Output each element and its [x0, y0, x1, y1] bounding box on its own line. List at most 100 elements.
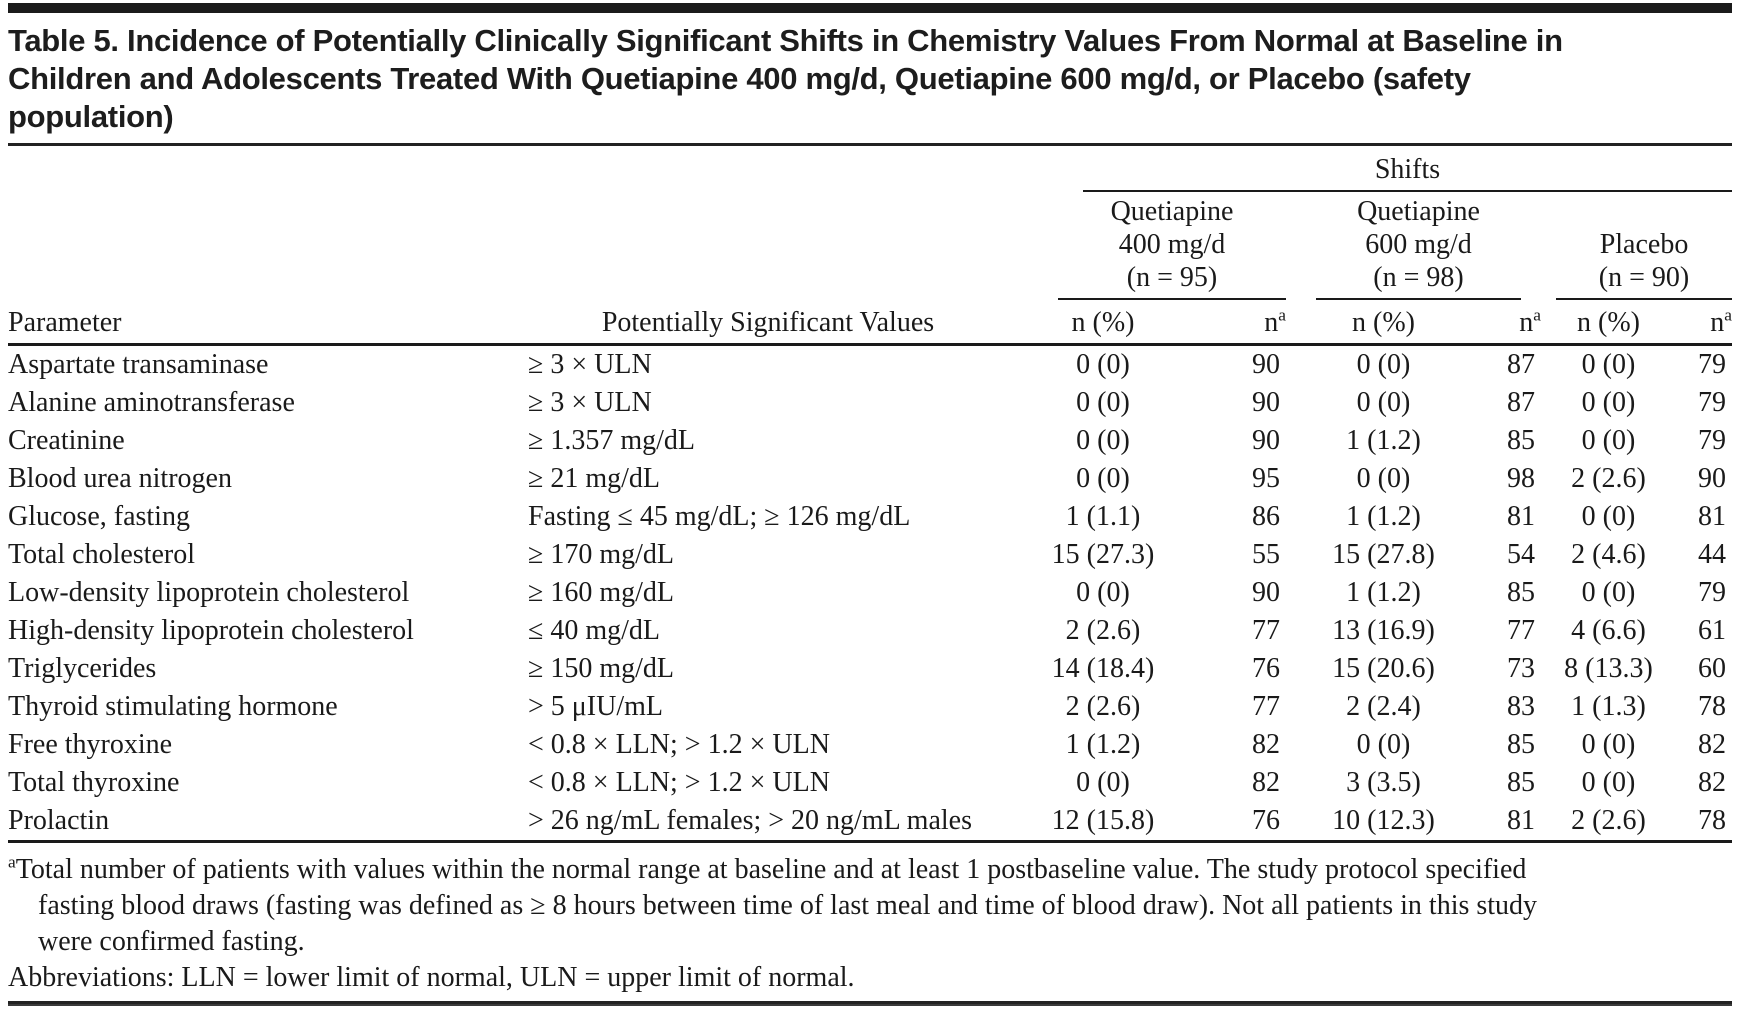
- cell-q400-n-pct: 1 (1.2): [1065, 729, 1141, 760]
- column-header-row: Parameter Potentially Significant Values…: [8, 300, 1733, 346]
- cell-placebo-n-total: 44: [1698, 539, 1727, 570]
- cell-q600-n-pct: 0 (0): [1356, 387, 1411, 418]
- cell-q400-n-total: 86: [1252, 501, 1280, 532]
- cell-placebo-n-total: 79: [1698, 387, 1727, 418]
- cell-placebo-n-total: 82: [1698, 767, 1727, 798]
- cell-parameter: Thyroid stimulating hormone: [8, 691, 338, 722]
- cell-placebo-n-pct: 2 (2.6): [1541, 802, 1676, 843]
- cell-q400-n-total: 95: [1252, 463, 1280, 494]
- cell-q600-n-pct: 0 (0): [1356, 463, 1411, 494]
- footnote-a-text: Total number of patients with values wit…: [15, 854, 1538, 957]
- footnotes-block: aTotal number of patients with values wi…: [8, 852, 1570, 996]
- column-header-parameter: Parameter: [8, 300, 528, 346]
- cell-parameter: Free thyroxine: [8, 729, 173, 760]
- cell-significant-values: < 0.8 × LLN; > 1.2 × ULN: [528, 767, 830, 798]
- cell-q400-n-total: 82: [1252, 767, 1280, 798]
- cell-q600-n-total: 85: [1507, 767, 1535, 798]
- cell-q400-n-total: 76: [1198, 802, 1286, 843]
- cell-q400-n-pct: 0 (0): [1076, 767, 1130, 798]
- table-row: Creatinine ≥ 1.357 mg/dL 0 (0) 90 1 (1.2…: [8, 422, 1732, 460]
- cell-q600-n-total: 85: [1507, 729, 1535, 760]
- column-header-q600-n-pct: n (%): [1286, 300, 1481, 346]
- cell-q600-n-total: 85: [1507, 425, 1535, 456]
- cell-q400-n-total: 90: [1252, 387, 1280, 418]
- cell-parameter: Blood urea nitrogen: [8, 463, 232, 494]
- footnote-marker-superscript: a: [1724, 305, 1733, 325]
- cell-q600-n-pct: 1 (1.2): [1346, 501, 1421, 532]
- header-spacer: [8, 147, 1008, 192]
- cell-q400-n-pct: 2 (2.6): [1065, 691, 1141, 722]
- group-line: 600 mg/d: [1365, 229, 1472, 260]
- cell-q400-n-pct: 1 (1.1): [1065, 501, 1141, 532]
- shifts-header-cell: Shifts: [1008, 147, 1733, 192]
- cell-q600-n-total: 87: [1507, 349, 1535, 380]
- cell-q400-n-pct: 0 (0): [1076, 463, 1130, 494]
- cell-parameter: Total cholesterol: [8, 539, 195, 570]
- column-header-q400-n-total: na: [1198, 300, 1286, 346]
- cell-placebo-n-pct: 0 (0): [1581, 577, 1636, 608]
- footnote-abbreviations: Abbreviations: LLN = lower limit of norm…: [8, 962, 855, 993]
- cell-significant-values: ≤ 40 mg/dL: [528, 615, 661, 646]
- cell-q600-n-pct: 15 (20.6): [1332, 653, 1435, 684]
- group-header-quetiapine-600: Quetiapine 600 mg/d (n = 98): [1286, 192, 1541, 300]
- cell-q600-n-total: 83: [1507, 691, 1535, 722]
- cell-q400-n-pct: 14 (18.4): [1051, 653, 1155, 684]
- cell-q400-n-total: 55: [1252, 539, 1280, 570]
- cell-parameter: Creatinine: [8, 425, 125, 456]
- group-box-placebo: Placebo (n = 90): [1556, 225, 1733, 300]
- title-divider: [8, 143, 1732, 146]
- cell-significant-values: ≥ 3 × ULN: [528, 349, 652, 380]
- cell-q600-n-total: 73: [1507, 653, 1535, 684]
- header-spacer: [8, 192, 1008, 300]
- table-row: Prolactin > 26 ng/mL females; > 20 ng/mL…: [8, 802, 1733, 843]
- cell-significant-values: ≥ 1.357 mg/dL: [528, 425, 696, 456]
- shifts-spanner-rule: Shifts: [1083, 147, 1733, 192]
- cell-parameter: Low-density lipoprotein cholesterol: [8, 577, 410, 608]
- cell-parameter: Prolactin: [8, 802, 528, 843]
- paper-page: Table 5. Incidence of Potentially Clinic…: [0, 3, 1740, 1006]
- table-row: Total thyroxine < 0.8 × LLN; > 1.2 × ULN…: [8, 764, 1732, 802]
- table-row: Low-density lipoprotein cholesterol ≥ 16…: [8, 574, 1732, 612]
- cell-placebo-n-total: 79: [1698, 349, 1727, 380]
- group-header-placebo: Placebo (n = 90): [1541, 192, 1733, 300]
- n-label: n: [1710, 307, 1725, 338]
- chemistry-shifts-table: Shifts Quetiapine 400 mg/d (n = 95) Quet…: [8, 147, 1733, 843]
- cell-q400-n-total: 90: [1252, 349, 1280, 380]
- cell-placebo-n-total: 79: [1698, 425, 1727, 456]
- column-header-placebo-n-pct: n (%): [1541, 300, 1676, 346]
- table-row: Thyroid stimulating hormone > 5 μIU/mL 2…: [8, 688, 1732, 726]
- cell-significant-values: ≥ 150 mg/dL: [528, 653, 675, 684]
- cell-q600-n-pct: 3 (3.5): [1346, 767, 1421, 798]
- footnote-marker-superscript: a: [1533, 305, 1541, 325]
- table-row: Triglycerides ≥ 150 mg/dL 14 (18.4) 76 1…: [8, 650, 1732, 688]
- column-header-placebo-n-total: na: [1676, 300, 1733, 346]
- cell-significant-values: > 5 μIU/mL: [528, 691, 664, 722]
- cell-placebo-n-pct: 0 (0): [1581, 729, 1636, 760]
- cell-q600-n-pct: 13 (16.9): [1332, 615, 1435, 646]
- n-label: n: [1519, 307, 1534, 338]
- cell-q600-n-total: 54: [1507, 539, 1535, 570]
- cell-placebo-n-total: 79: [1698, 577, 1727, 608]
- table-row: High-density lipoprotein cholesterol ≤ 4…: [8, 612, 1732, 650]
- cell-q400-n-pct: 15 (27.3): [1051, 539, 1155, 570]
- cell-q400-n-pct: 0 (0): [1076, 425, 1130, 456]
- cell-placebo-n-total: 81: [1698, 501, 1727, 532]
- shifts-header-row: Shifts: [8, 147, 1733, 192]
- cell-q400-n-pct: 12 (15.8): [1008, 802, 1198, 843]
- cell-parameter: Total thyroxine: [8, 767, 180, 798]
- cell-q600-n-pct: 0 (0): [1356, 729, 1411, 760]
- cell-q600-n-total: 77: [1507, 615, 1535, 646]
- cell-q600-n-pct: 1 (1.2): [1346, 577, 1421, 608]
- cell-q600-n-pct: 1 (1.2): [1346, 425, 1421, 456]
- top-rule-bar: [8, 3, 1732, 13]
- cell-q600-n-pct: 2 (2.4): [1346, 691, 1421, 722]
- group-line: (n = 90): [1598, 262, 1690, 293]
- group-line: Quetiapine: [1357, 196, 1480, 227]
- cell-placebo-n-pct: 0 (0): [1581, 501, 1636, 532]
- group-box-quetiapine-600: Quetiapine 600 mg/d (n = 98): [1316, 192, 1521, 300]
- table-title: Table 5. Incidence of Potentially Clinic…: [8, 23, 1563, 134]
- cell-parameter: Triglycerides: [8, 653, 157, 684]
- cell-placebo-n-pct: 2 (2.6): [1571, 463, 1646, 494]
- cell-q400-n-total: 77: [1252, 615, 1280, 646]
- n-label: n: [1264, 307, 1279, 338]
